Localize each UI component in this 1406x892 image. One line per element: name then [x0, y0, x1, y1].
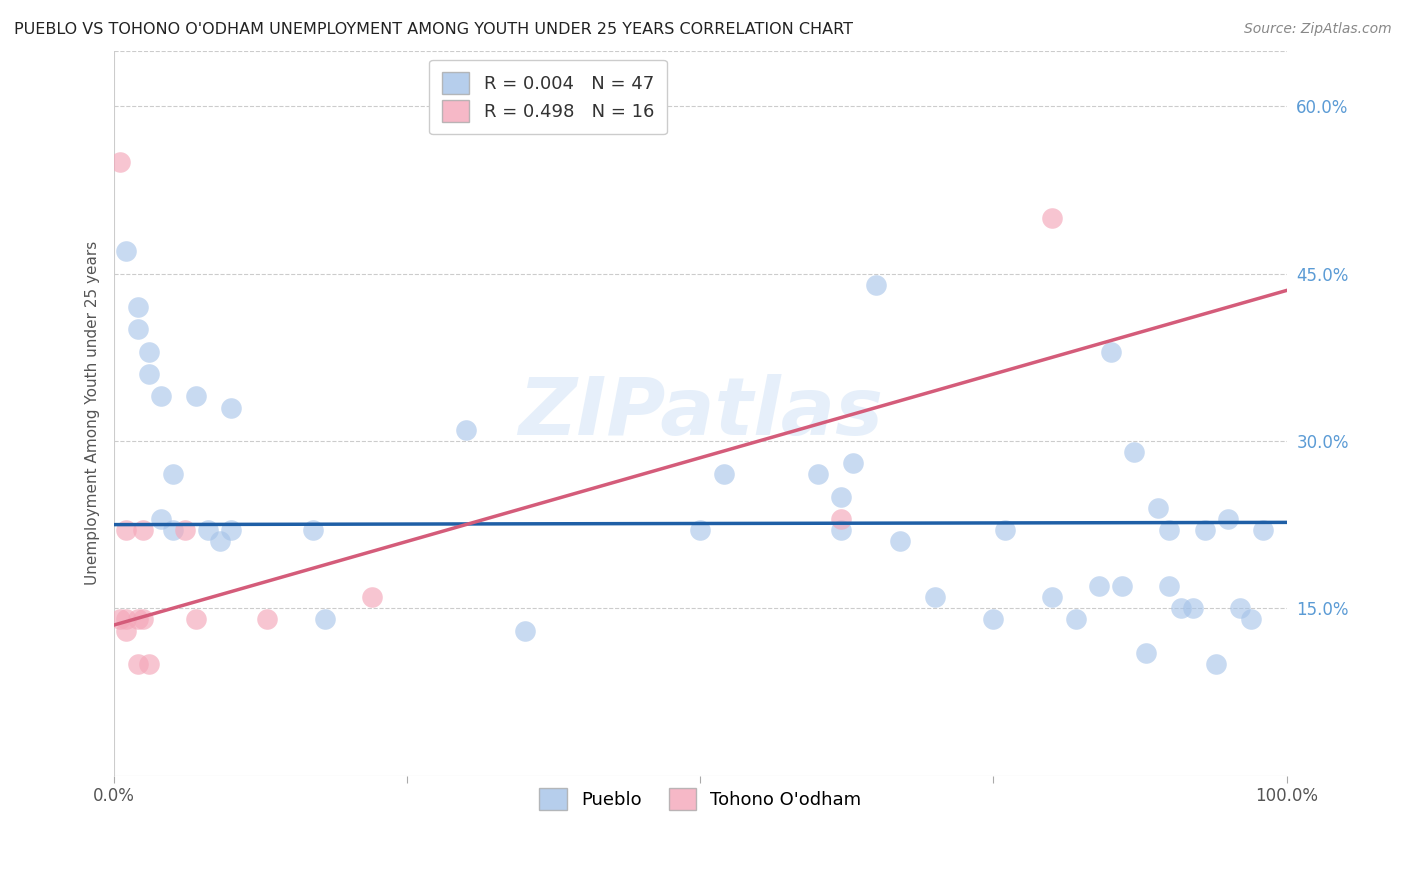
Point — [256, 612, 278, 626]
Point — [842, 456, 865, 470]
Point — [127, 612, 149, 626]
Point — [162, 523, 184, 537]
Point — [150, 512, 173, 526]
Point — [924, 590, 946, 604]
Point — [138, 657, 160, 671]
Point — [208, 534, 231, 549]
Point — [994, 523, 1017, 537]
Point — [186, 612, 208, 626]
Point — [1194, 523, 1216, 537]
Point — [1146, 500, 1168, 515]
Point — [807, 467, 830, 482]
Point — [132, 612, 155, 626]
Point — [1135, 646, 1157, 660]
Point — [689, 523, 711, 537]
Point — [454, 423, 477, 437]
Point — [115, 624, 138, 638]
Text: ZIPatlas: ZIPatlas — [517, 374, 883, 452]
Point — [197, 523, 219, 537]
Point — [830, 523, 852, 537]
Y-axis label: Unemployment Among Youth under 25 years: Unemployment Among Youth under 25 years — [86, 241, 100, 585]
Legend: Pueblo, Tohono O'odham: Pueblo, Tohono O'odham — [533, 780, 869, 817]
Point — [115, 523, 138, 537]
Point — [138, 344, 160, 359]
Point — [221, 523, 243, 537]
Point — [889, 534, 911, 549]
Point — [1205, 657, 1227, 671]
Point — [1099, 344, 1122, 359]
Point — [162, 467, 184, 482]
Point — [1251, 523, 1274, 537]
Point — [221, 401, 243, 415]
Point — [1064, 612, 1087, 626]
Point — [1170, 601, 1192, 615]
Point — [302, 523, 325, 537]
Point — [1159, 523, 1181, 537]
Point — [713, 467, 735, 482]
Point — [108, 155, 131, 169]
Point — [1123, 445, 1146, 459]
Point — [1159, 579, 1181, 593]
Point — [1181, 601, 1204, 615]
Point — [138, 367, 160, 381]
Point — [314, 612, 336, 626]
Point — [127, 300, 149, 314]
Point — [1088, 579, 1111, 593]
Point — [830, 490, 852, 504]
Point — [1040, 590, 1063, 604]
Point — [1111, 579, 1133, 593]
Point — [127, 657, 149, 671]
Point — [1240, 612, 1263, 626]
Point — [108, 612, 131, 626]
Point — [1229, 601, 1251, 615]
Text: Source: ZipAtlas.com: Source: ZipAtlas.com — [1244, 22, 1392, 37]
Point — [513, 624, 536, 638]
Point — [361, 590, 384, 604]
Point — [830, 512, 852, 526]
Point — [865, 277, 887, 292]
Text: PUEBLO VS TOHONO O'ODHAM UNEMPLOYMENT AMONG YOUTH UNDER 25 YEARS CORRELATION CHA: PUEBLO VS TOHONO O'ODHAM UNEMPLOYMENT AM… — [14, 22, 853, 37]
Point — [983, 612, 1005, 626]
Point — [132, 523, 155, 537]
Point — [1216, 512, 1239, 526]
Point — [115, 244, 138, 259]
Point — [186, 389, 208, 403]
Point — [1040, 211, 1063, 225]
Point — [173, 523, 195, 537]
Point — [115, 612, 138, 626]
Point — [127, 322, 149, 336]
Point — [150, 389, 173, 403]
